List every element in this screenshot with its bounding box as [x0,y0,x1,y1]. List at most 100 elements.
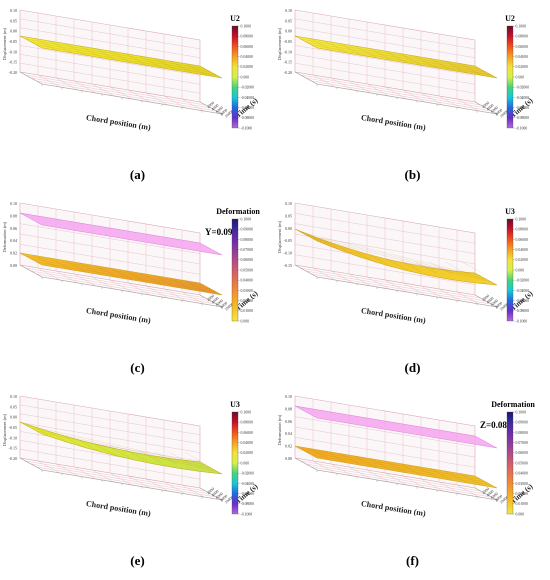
legend-tick-label: 0.02000 [516,492,528,496]
time-tick-label: 2000 [206,293,215,302]
time-tick-label: 8000 [494,493,503,502]
time-tick-label: 4000 [485,296,494,305]
time-tick-label: 4000 [485,103,494,112]
legend-tick-label: 0.09000 [516,421,528,425]
legend-tick-label: -0.02000 [241,472,255,476]
x-axis-label: Chord position (m) [360,306,426,325]
surface-plot: 0.10 0.05 0.00 -0.05 -0.10 -0.15 -0.20 Displace… [277,8,535,132]
time-tick-label: 4000 [210,103,219,112]
legend-tick-label: 0.04000 [241,279,253,283]
z-tick-label: 0.00 [285,226,292,231]
legend-tick-label: -0.02000 [241,86,255,90]
legend-tick-label: -0.02000 [516,86,530,90]
time-tick-label: 10000 [498,495,509,505]
time-tick-label: 4000 [485,489,494,498]
x-axis-label: Chord position (m) [85,499,151,518]
legend-title: U2 [230,14,240,23]
frame-edge [294,264,498,308]
legend-tick-label: 0.02000 [241,451,253,455]
y-axis-label: Displacement (m) [277,27,282,60]
legend-title: U3 [505,207,515,216]
legend-tick-label: -0.04000 [241,96,255,100]
legend-tick-label: 0.000 [241,319,250,323]
response-surface [294,445,498,489]
time-tick-label: 10000 [223,495,234,505]
response-surface [294,35,498,79]
panel-c: Y=0.094 0.10 0.08 0.06 0.04 0.02 0.00 Deformati… [0,193,275,386]
surface-plot: 0.10 0.05 0.00 -0.05 -0.10 -0.15 -0.20 Displace… [2,8,260,132]
time-tick-label: 2000 [481,486,490,495]
panel-caption: (e) [130,553,145,568]
z-tick-label: -0.15 [9,446,17,451]
legend-tick-label: 0.06000 [516,45,528,49]
z-tick-label: 0.04 [10,238,17,243]
legend-tick-label: -0.04000 [516,289,530,293]
legend-title: U2 [505,14,515,23]
surface-mesh [300,231,492,283]
legend-tick-label: 0.09000 [241,228,253,232]
z-tick-label: -0.15 [9,60,17,65]
time-tick-label: 10000 [498,109,509,119]
legend-tick-label: 0.06000 [516,451,528,455]
legend-tick-label: 0.1000 [516,217,527,221]
z-tick-label: 0.00 [285,29,292,34]
z-tick-label: 0.08 [285,406,292,411]
legend-tick-label: 0.06000 [241,258,253,262]
panel-d: 0.10 0.05 0.00 -0.05 -0.10 -0.15 Displacement … [275,193,550,386]
legend-tick-label: 0.06000 [241,45,253,49]
panel-caption: (c) [130,360,145,375]
surface-mesh [25,255,217,293]
time-tick-label: 6000 [215,491,224,500]
legend-tick-label: 0.000 [241,461,250,465]
y-axis-label: Deformation (m) [2,221,7,252]
y-axis-label: Displacement (m) [277,220,282,253]
surface-plot: Y=0.094 0.10 0.08 0.06 0.04 0.02 0.00 Deformati… [2,201,260,325]
legend-tick-label: 0.1000 [241,24,252,28]
y-axis-label: Deformation (m) [277,414,282,445]
legend-tick-label: 0.04000 [516,472,528,476]
legend-tick-label: 0.000 [516,75,525,79]
time-tick-label: 10000 [223,302,234,312]
panel-b: 0.10 0.05 0.00 -0.05 -0.10 -0.15 -0.20 Displace… [275,0,550,193]
legend-tick-label: -0.1000 [516,126,528,130]
z-tick-label: 0.06 [10,226,17,231]
threshold-plane [19,212,223,256]
panel-caption: (d) [404,360,421,375]
legend-tick-label: 0.000 [516,512,525,516]
legend-title: Deformation [491,400,535,409]
z-tick-label: -0.10 [9,435,17,440]
x-axis-label: Chord position (m) [85,306,151,325]
legend-tick-label: 0.06000 [241,431,253,435]
frame-edge [19,71,223,115]
z-tick-label: 0.00 [10,263,17,268]
z-tick-label: 0.02 [285,444,292,449]
legend-tick-label: 0.1000 [241,410,252,414]
legend-tick-label: -0.06000 [241,492,255,496]
z-tick-label: -0.05 [284,238,292,243]
frame-edge [294,71,498,115]
plane-label: Z=0.08 [480,420,507,430]
z-tick-label: 0.10 [285,394,292,399]
time-tick-label: 8000 [219,493,228,502]
response-surface [19,421,223,475]
legend-tick-label: 0.03000 [241,289,253,293]
panel-e: 0.10 0.05 0.00 -0.05 -0.10 -0.15 -0.20 Displace… [0,386,275,579]
panel-caption: (f) [406,553,419,568]
x-axis-label: Chord position (m) [360,499,426,518]
legend-tick-label: 0.08000 [241,421,253,425]
legend-colorbar [231,411,239,515]
z-tick-label: 0.05 [285,213,292,218]
time-tick-label: 8000 [494,107,503,116]
legend-tick-label: 0.08000 [516,35,528,39]
time-tick-label: 2000 [206,486,215,495]
legend-tick-label: -0.08000 [516,309,530,313]
time-tick-label: 8000 [219,107,228,116]
x-axis-label: Chord position (m) [360,113,426,132]
surface-mesh [300,448,492,486]
legend-tick-label: 0.1000 [516,410,527,414]
legend-tick-label: 0.05000 [241,268,253,272]
time-tick-label: 2000 [206,100,215,109]
y-axis-label: Displacement (m) [2,27,7,60]
legend-tick-label: 0.07000 [516,441,528,445]
surface-plot: Z=0.08 0.10 0.08 0.06 0.04 0.02 0.00 Deformatio… [277,394,535,518]
